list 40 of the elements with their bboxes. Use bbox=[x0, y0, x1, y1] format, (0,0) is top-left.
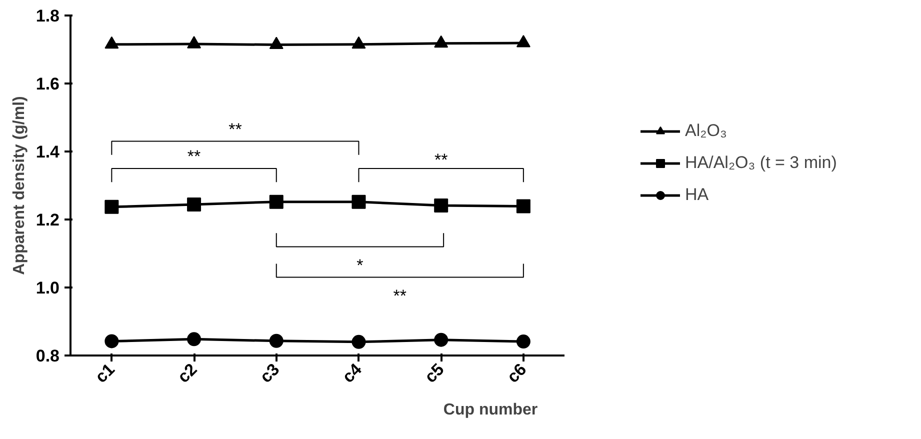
point bbox=[104, 200, 119, 214]
x-tick-label: c6 bbox=[503, 360, 530, 387]
annotation: * bbox=[356, 256, 364, 275]
point bbox=[104, 334, 119, 348]
x-tick-label: c5 bbox=[420, 360, 448, 387]
point bbox=[104, 36, 119, 49]
legend-label: Al₂O₃ bbox=[685, 121, 727, 141]
x-tick-label: c3 bbox=[256, 360, 284, 387]
annotation: ** bbox=[187, 147, 202, 166]
point bbox=[516, 35, 530, 48]
point bbox=[269, 334, 284, 348]
annotation: ** bbox=[434, 150, 448, 170]
point bbox=[434, 198, 448, 213]
annotation: ** bbox=[393, 286, 407, 306]
y-tick-label: 1.0 bbox=[36, 278, 60, 298]
y-axis-title: Apparent density (g/ml) bbox=[10, 96, 28, 275]
point bbox=[352, 334, 366, 349]
y-tick-label: 1.4 bbox=[36, 142, 60, 162]
point bbox=[434, 332, 448, 347]
point bbox=[516, 334, 530, 349]
point bbox=[269, 194, 284, 209]
legend-label: HA/Al₂O₃ (t = 3 min) bbox=[685, 153, 837, 173]
x-tick-label: c1 bbox=[92, 360, 118, 387]
y-tick-label: 0.8 bbox=[36, 346, 60, 366]
point bbox=[352, 194, 366, 209]
point bbox=[187, 36, 202, 48]
x-tick-label: c4 bbox=[338, 359, 366, 387]
point bbox=[434, 35, 448, 48]
y-tick-label: 1.6 bbox=[36, 74, 60, 94]
y-tick-label: 1.2 bbox=[36, 210, 60, 230]
x-axis-title: Cup number bbox=[443, 401, 538, 418]
point bbox=[352, 36, 366, 49]
point bbox=[269, 36, 284, 49]
point bbox=[187, 332, 202, 346]
point bbox=[516, 199, 530, 214]
legend-label: HA bbox=[685, 185, 709, 205]
annotation: ** bbox=[228, 120, 242, 139]
x-tick-label: c2 bbox=[174, 360, 201, 387]
point bbox=[187, 198, 202, 212]
y-tick-label: 1.8 bbox=[36, 6, 60, 26]
